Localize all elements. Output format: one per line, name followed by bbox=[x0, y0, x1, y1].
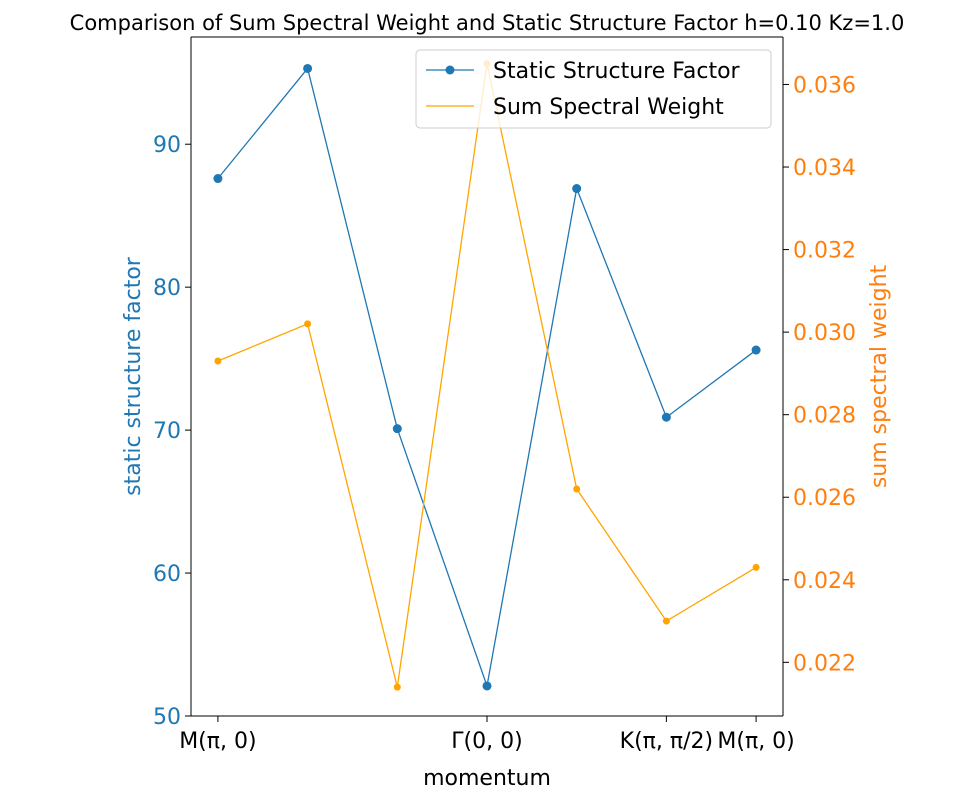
chart-title: Comparison of Sum Spectral Weight and St… bbox=[70, 11, 905, 35]
legend-label: Sum Spectral Weight bbox=[493, 95, 724, 120]
right-axis-label: sum spectral weight bbox=[867, 264, 892, 488]
legend-label: Static Structure Factor bbox=[493, 59, 741, 84]
right-tick-label: 0.024 bbox=[793, 569, 856, 594]
axes bbox=[185, 36, 789, 722]
right-tick-label: 0.034 bbox=[793, 156, 856, 181]
left-tick-label: 60 bbox=[153, 562, 181, 587]
data-point bbox=[214, 357, 222, 365]
right-tick-label: 0.036 bbox=[793, 73, 856, 98]
data-point bbox=[393, 683, 401, 691]
right-tick-label: 0.022 bbox=[793, 651, 856, 676]
right-tick-label: 0.030 bbox=[793, 321, 856, 346]
x-tick-label: M(π, 0) bbox=[717, 729, 794, 754]
series-line-0 bbox=[217, 67, 757, 689]
x-tick-label: M(π, 0) bbox=[179, 729, 256, 754]
data-point bbox=[662, 617, 670, 625]
legend-marker bbox=[445, 65, 455, 75]
left-axis-label: static structure factor bbox=[121, 256, 146, 496]
tick-labels: 50 60 70 80 90 0.022 0.024 0.026 0.028 0.030 0.032… bbox=[153, 73, 856, 754]
data-point bbox=[303, 63, 313, 73]
right-tick-label: 0.028 bbox=[793, 404, 856, 429]
plot-area bbox=[213, 60, 761, 691]
data-point bbox=[482, 681, 492, 691]
right-tick-label: 0.026 bbox=[793, 486, 856, 511]
left-tick-label: 70 bbox=[153, 419, 181, 444]
data-point bbox=[751, 345, 761, 355]
data-point bbox=[752, 563, 760, 571]
x-tick-label: K(π, π/2) bbox=[620, 729, 713, 754]
left-tick-label: 80 bbox=[153, 276, 181, 301]
right-tick-label: 0.032 bbox=[793, 239, 856, 264]
x-axis-label: momentum bbox=[423, 766, 551, 791]
x-tick-label: Γ(0, 0) bbox=[451, 729, 522, 754]
data-point bbox=[392, 424, 402, 434]
data-point bbox=[304, 320, 312, 328]
left-tick-label: 50 bbox=[153, 705, 181, 730]
data-point bbox=[573, 485, 581, 493]
data-point bbox=[661, 412, 671, 422]
data-point bbox=[572, 184, 582, 194]
legend: Static Structure Factor Sum Spectral Weig… bbox=[415, 49, 772, 129]
data-point bbox=[213, 174, 223, 184]
legend-box bbox=[415, 49, 772, 129]
series-line-1 bbox=[217, 63, 757, 688]
left-tick-label: 90 bbox=[153, 133, 181, 158]
